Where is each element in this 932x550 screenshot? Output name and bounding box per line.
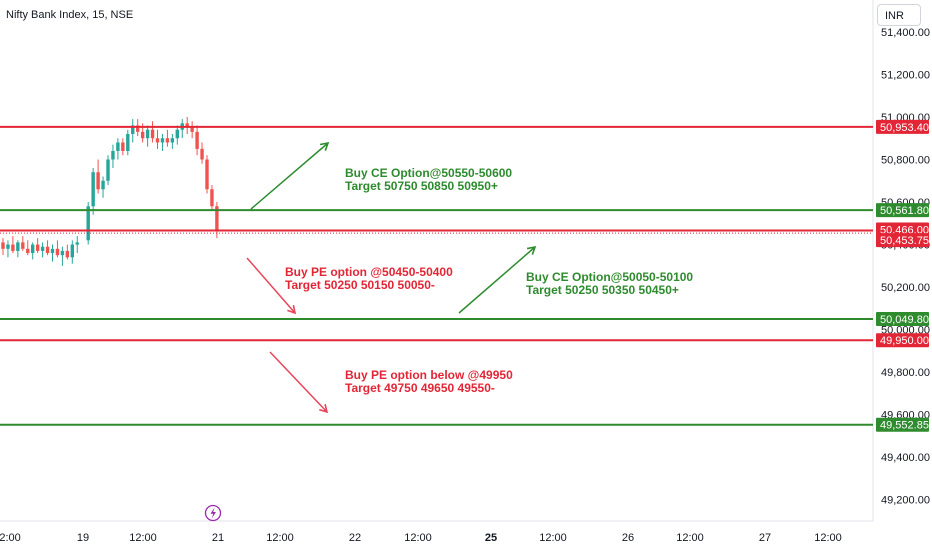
candle bbox=[86, 202, 90, 245]
price-level-label: 49,950.00 bbox=[876, 333, 929, 348]
candle bbox=[21, 236, 25, 251]
svg-text:Target 50250 50150 50050-: Target 50250 50150 50050- bbox=[285, 278, 435, 292]
candle bbox=[55, 240, 60, 258]
candle bbox=[131, 119, 135, 143]
price-tick-label: 51,200.00 bbox=[881, 69, 930, 81]
candle bbox=[70, 240, 74, 264]
candle bbox=[150, 121, 155, 143]
svg-text:Buy PE option @50450-50400: Buy PE option @50450-50400 bbox=[285, 265, 453, 279]
svg-text:Buy PE option below @49950: Buy PE option below @49950 bbox=[345, 368, 513, 382]
currency-button[interactable]: INR bbox=[877, 4, 921, 26]
candle bbox=[121, 138, 125, 156]
svg-text:49,950.00: 49,950.00 bbox=[880, 335, 929, 347]
price-level-label: 50,561.80 bbox=[876, 203, 929, 218]
time-tick-label: 22 bbox=[349, 532, 361, 544]
chart-title: Nifty Bank Index, 15, NSE bbox=[6, 9, 134, 21]
candle bbox=[65, 244, 70, 260]
time-tick-label: 12:00 bbox=[0, 532, 21, 544]
candle bbox=[215, 202, 219, 239]
time-tick-label: 27 bbox=[759, 532, 771, 544]
time-tick-label: 12:00 bbox=[676, 532, 704, 544]
candle bbox=[155, 129, 160, 149]
event-lightning-icon[interactable] bbox=[204, 504, 222, 522]
time-tick-label: 12:00 bbox=[539, 532, 567, 544]
svg-text:Buy CE Option@50050-50100: Buy CE Option@50050-50100 bbox=[526, 270, 693, 284]
price-tick-label: 50,200.00 bbox=[881, 282, 930, 294]
candle bbox=[6, 240, 10, 258]
candle bbox=[91, 167, 95, 215]
candle bbox=[195, 125, 199, 156]
svg-text:50,953.40: 50,953.40 bbox=[880, 122, 929, 134]
buy-ce-arrow[interactable] bbox=[458, 245, 537, 314]
price-tick-label: 51,400.00 bbox=[881, 27, 930, 39]
candle bbox=[145, 125, 150, 147]
candle bbox=[160, 133, 165, 151]
svg-text:Target 50250 50350 50450+: Target 50250 50350 50450+ bbox=[526, 283, 679, 297]
price-level-label: 50,453.75 bbox=[876, 233, 929, 248]
candle bbox=[185, 116, 189, 134]
time-tick-label: 12:00 bbox=[404, 532, 432, 544]
candle bbox=[16, 240, 20, 258]
candle bbox=[180, 119, 184, 139]
candle bbox=[210, 185, 214, 211]
time-tick-label: 21 bbox=[212, 532, 224, 544]
candle bbox=[50, 244, 55, 262]
candle bbox=[60, 246, 65, 266]
candle bbox=[40, 242, 45, 258]
time-tick-label: 25 bbox=[485, 532, 497, 544]
time-tick-label: 12:00 bbox=[266, 532, 294, 544]
price-tick-label: 49,200.00 bbox=[881, 495, 930, 507]
candle bbox=[205, 155, 209, 194]
candle bbox=[170, 133, 175, 149]
time-tick-label: 26 bbox=[622, 532, 634, 544]
price-level-label: 50,049.80 bbox=[876, 312, 929, 327]
candle bbox=[165, 129, 170, 147]
time-tick-label: 19 bbox=[77, 532, 89, 544]
candle bbox=[175, 125, 179, 145]
svg-text:50,561.80: 50,561.80 bbox=[880, 205, 929, 217]
candle bbox=[96, 159, 100, 194]
candle bbox=[31, 242, 35, 260]
price-level-label: 49,552.85 bbox=[876, 417, 929, 432]
candle bbox=[111, 144, 115, 168]
candle bbox=[126, 129, 130, 156]
time-tick-label: 12:00 bbox=[129, 532, 157, 544]
price-tick-label: 50,800.00 bbox=[881, 154, 930, 166]
candle bbox=[35, 238, 40, 254]
candle bbox=[106, 155, 110, 186]
buy-pe-arrow[interactable] bbox=[246, 257, 297, 315]
time-tick-label: 12:00 bbox=[814, 532, 842, 544]
svg-text:Buy CE Option@50550-50600: Buy CE Option@50550-50600 bbox=[345, 166, 512, 180]
candle bbox=[116, 138, 120, 160]
price-level-label: 50,953.40 bbox=[876, 119, 929, 134]
candle bbox=[200, 142, 204, 164]
buy-ce-arrow[interactable] bbox=[250, 141, 330, 210]
svg-text:50,453.75: 50,453.75 bbox=[880, 235, 929, 247]
candle bbox=[11, 236, 15, 254]
candle bbox=[75, 236, 79, 254]
candle bbox=[1, 238, 5, 256]
price-tick-label: 49,800.00 bbox=[881, 367, 930, 379]
price-tick-label: 49,400.00 bbox=[881, 452, 930, 464]
candle bbox=[190, 121, 194, 139]
svg-text:50,049.80: 50,049.80 bbox=[880, 314, 929, 326]
candle bbox=[101, 176, 105, 198]
candle bbox=[26, 240, 30, 256]
candle bbox=[45, 240, 50, 256]
svg-text:Target 50750 50850 50950+: Target 50750 50850 50950+ bbox=[345, 179, 498, 193]
buy-pe-arrow[interactable] bbox=[269, 351, 329, 414]
svg-text:Target 49750 49650 49550-: Target 49750 49650 49550- bbox=[345, 381, 495, 395]
svg-text:49,552.85: 49,552.85 bbox=[880, 420, 929, 432]
